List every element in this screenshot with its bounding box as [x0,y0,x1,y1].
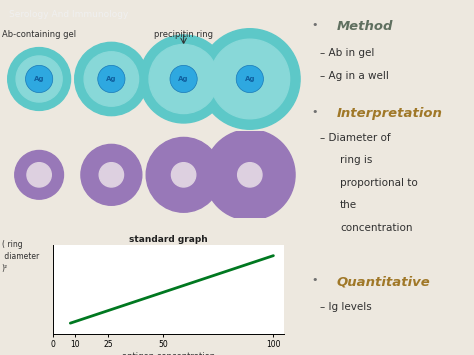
Circle shape [26,65,53,93]
Circle shape [16,56,62,102]
Text: proportional to: proportional to [340,178,418,188]
Text: Method: Method [337,20,393,33]
Circle shape [84,52,138,106]
Text: Ab-containing gel: Ab-containing gel [2,30,76,39]
Circle shape [149,44,218,114]
Text: – Diameter of: – Diameter of [319,133,390,143]
Circle shape [98,65,125,93]
Text: – Ag in a well: – Ag in a well [319,71,389,81]
Text: Ag: Ag [245,76,255,82]
Circle shape [27,163,51,187]
X-axis label: antigen concentration: antigen concentration [122,352,215,355]
Text: ring is: ring is [340,155,373,165]
Text: •: • [311,275,318,285]
Text: – Ig levels: – Ig levels [319,302,371,312]
Text: – Ab in gel: – Ab in gel [319,48,374,58]
Circle shape [146,137,221,212]
Circle shape [210,39,290,119]
Circle shape [205,130,295,220]
Circle shape [236,65,264,93]
Circle shape [99,163,124,187]
Text: Ag: Ag [178,76,189,82]
Text: Ag: Ag [106,76,117,82]
Circle shape [200,29,300,129]
Title: standard graph: standard graph [129,235,208,244]
Circle shape [237,163,262,187]
Circle shape [15,151,64,199]
Text: Quantitative: Quantitative [337,275,430,288]
Circle shape [81,144,142,205]
Text: Ag: Ag [34,76,45,82]
Text: •: • [311,106,318,116]
Circle shape [170,65,197,93]
Text: precipitin ring: precipitin ring [154,30,213,39]
Text: the: the [340,200,357,210]
Circle shape [140,35,228,123]
Circle shape [8,48,71,110]
Text: •: • [311,20,318,29]
Circle shape [75,42,148,116]
Text: Serology And Immunology: Serology And Immunology [9,10,128,19]
Text: ( ring
 diameter
)²: ( ring diameter )² [1,240,39,273]
Text: Interpretation: Interpretation [337,106,443,120]
Circle shape [172,163,196,187]
Text: concentration: concentration [340,223,413,233]
